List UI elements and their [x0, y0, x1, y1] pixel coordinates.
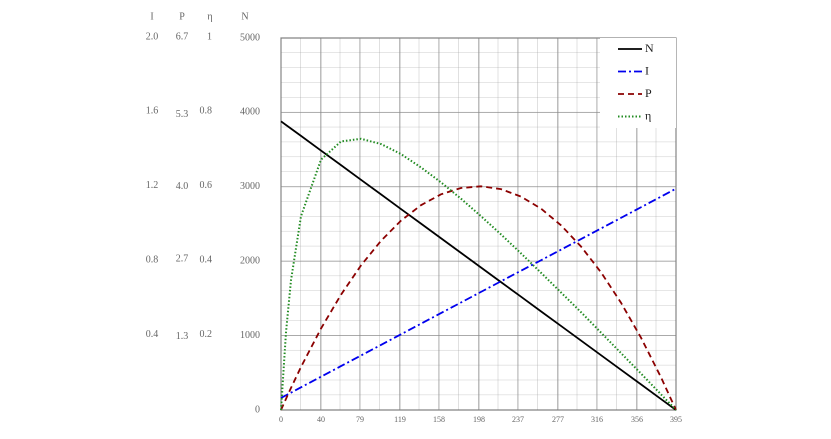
y-tick-label: 1000 — [240, 330, 260, 341]
x-tick-label: 395 — [670, 415, 682, 424]
x-tick-label: 79 — [356, 415, 364, 424]
y-tick-label: 3000 — [240, 181, 260, 192]
y-tick-label: 4.0 — [176, 181, 189, 192]
x-tick-label: 316 — [591, 415, 603, 424]
x-tick-label: 119 — [394, 415, 406, 424]
x-tick-label: 40 — [317, 415, 325, 424]
axis-header: P — [179, 11, 185, 22]
y-tick-label: 5.3 — [176, 109, 189, 120]
x-tick-label: 0 — [279, 415, 283, 424]
y-tick-label: 5000 — [240, 32, 260, 43]
y-tick-label: 0 — [255, 404, 260, 415]
legend-label: P — [645, 86, 652, 100]
x-tick-label: 198 — [473, 415, 485, 424]
legend-label: η — [645, 108, 651, 122]
x-tick-label: 277 — [552, 415, 564, 424]
x-tick-label: 158 — [433, 415, 445, 424]
y-tick-label: 1.6 — [146, 106, 159, 117]
series-line — [280, 137, 677, 411]
series-line — [280, 120, 677, 411]
y-tick-label: 0.8 — [200, 106, 213, 117]
y-tick-label: 2.7 — [176, 253, 189, 264]
y-tick-label: 0.4 — [200, 254, 213, 265]
axis-header: I — [150, 11, 153, 22]
y-tick-label: 1.3 — [176, 331, 189, 342]
y-tick-label: 0.6 — [200, 180, 213, 191]
y-tick-label: 1.2 — [146, 180, 159, 191]
y-tick-label: 0.8 — [146, 254, 159, 265]
y-tick-label: 1 — [207, 31, 212, 42]
y-tick-label: 2.0 — [146, 31, 159, 42]
x-tick-label: 237 — [512, 415, 524, 424]
y-tick-label: 6.7 — [176, 31, 189, 42]
y-tick-label: 2000 — [240, 255, 260, 266]
legend-label: I — [645, 63, 649, 77]
legend-box — [600, 38, 676, 128]
series-line — [280, 185, 677, 411]
x-tick-label: 356 — [631, 415, 643, 424]
y-tick-label: 0.2 — [200, 329, 213, 340]
series-line — [280, 187, 677, 399]
y-tick-label: 0.4 — [146, 329, 159, 340]
axis-header: η — [207, 11, 212, 22]
axis-header: N — [241, 11, 248, 22]
y-tick-label: 4000 — [240, 107, 260, 118]
legend-label: N — [645, 41, 654, 55]
